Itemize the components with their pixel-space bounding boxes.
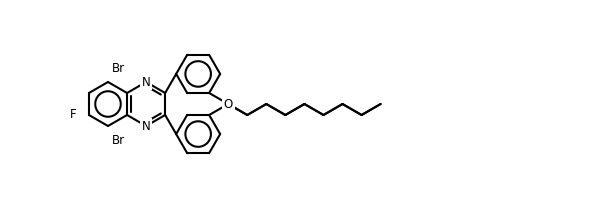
- Text: N: N: [142, 120, 151, 132]
- Text: Br: Br: [112, 134, 125, 146]
- Text: O: O: [224, 98, 233, 110]
- Text: Br: Br: [112, 62, 125, 74]
- Text: N: N: [142, 76, 151, 88]
- Text: O: O: [224, 98, 233, 110]
- Text: F: F: [70, 109, 76, 121]
